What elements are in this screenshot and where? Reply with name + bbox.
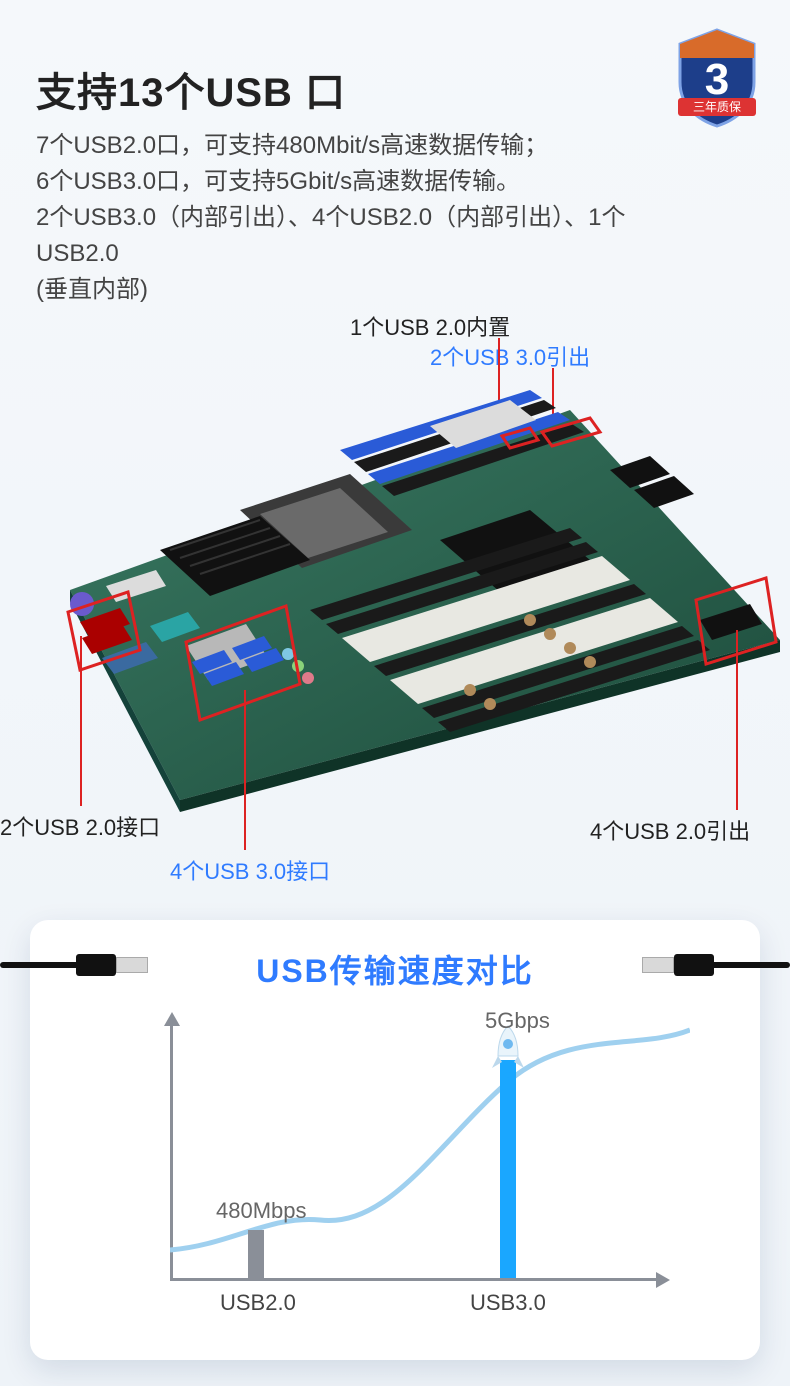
warranty-badge: 3 三年质保 [674, 28, 760, 128]
callout-usb2-rear: 2个USB 2.0接口 [0, 810, 160, 842]
page-title: 支持13个USB 口 [36, 60, 656, 118]
usb-plug-tip [642, 957, 674, 973]
leader-line [80, 636, 82, 806]
callout-usb3-header: 2个USB 3.0引出 [430, 340, 590, 372]
motherboard-svg [10, 390, 780, 820]
desc-line-4: (垂直内部) [36, 272, 656, 308]
usb-cable-right [710, 962, 790, 968]
heading-block: 支持13个USB 口 7个USB2.0口，可支持480Mbit/s高速数据传输；… [36, 60, 656, 308]
badge-ribbon-text: 三年质保 [693, 100, 741, 114]
usb2-value: 480Mbps [216, 1198, 307, 1224]
usb-plug-body [674, 954, 714, 976]
motherboard-diagram: 1个USB 2.0内置 2个USB 3.0引出 [0, 310, 790, 870]
leader-line [244, 690, 246, 850]
callout-usb2-internal: 1个USB 2.0内置 [350, 310, 510, 342]
desc-line-2: 6个USB3.0口，可支持5Gbit/s高速数据传输。 [36, 164, 656, 200]
desc-line-3: 2个USB3.0（内部引出）、4个USB2.0（内部引出）、1个USB2.0 [36, 200, 656, 272]
usb-plug-body [76, 954, 116, 976]
usb-cable-left [0, 962, 80, 968]
bar-usb3 [500, 1060, 516, 1278]
callout-usb2-front-header: 4个USB 2.0引出 [590, 814, 750, 846]
speed-chart-card: USB传输速度对比 480Mbps 5Gbps USB2.0 USB3.0 [30, 920, 760, 1360]
usb2-label: USB2.0 [220, 1290, 296, 1316]
leader-line [736, 630, 738, 810]
bar-usb2 [248, 1230, 264, 1278]
badge-number: 3 [705, 55, 729, 104]
callout-usb3-rear: 4个USB 3.0接口 [170, 854, 330, 886]
usb-plug-tip [116, 957, 148, 973]
usb3-label: USB3.0 [470, 1290, 546, 1316]
usb3-value: 5Gbps [485, 1008, 550, 1034]
desc-line-1: 7个USB2.0口，可支持480Mbit/s高速数据传输； [36, 128, 656, 164]
